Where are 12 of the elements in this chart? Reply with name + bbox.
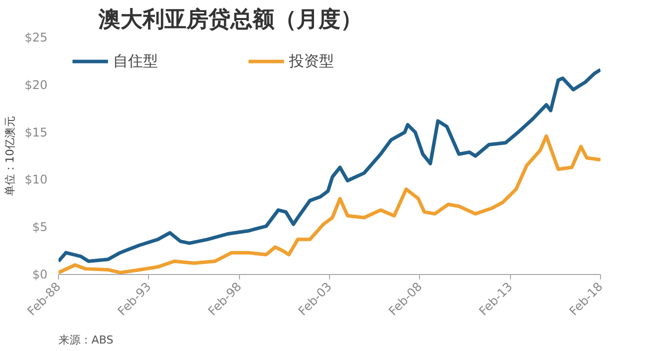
y-tick-label: $25 xyxy=(24,30,48,44)
source-note: 来源：ABS xyxy=(58,334,114,346)
y-tick-label: $10 xyxy=(24,172,48,187)
y-tick-label: $15 xyxy=(24,125,48,140)
legend-label: 投资型 xyxy=(289,52,334,70)
y-tick-label: $5 xyxy=(32,220,48,234)
chart-title: 澳大利亚房贷总额（月度） xyxy=(98,6,362,32)
y-tick-label: $20 xyxy=(24,78,48,92)
y-axis-title: 单位：10亿澳元 xyxy=(4,116,17,196)
y-tick-label: $0 xyxy=(32,268,48,282)
line-series xyxy=(58,68,600,263)
legend-label: 自住型 xyxy=(113,52,158,70)
